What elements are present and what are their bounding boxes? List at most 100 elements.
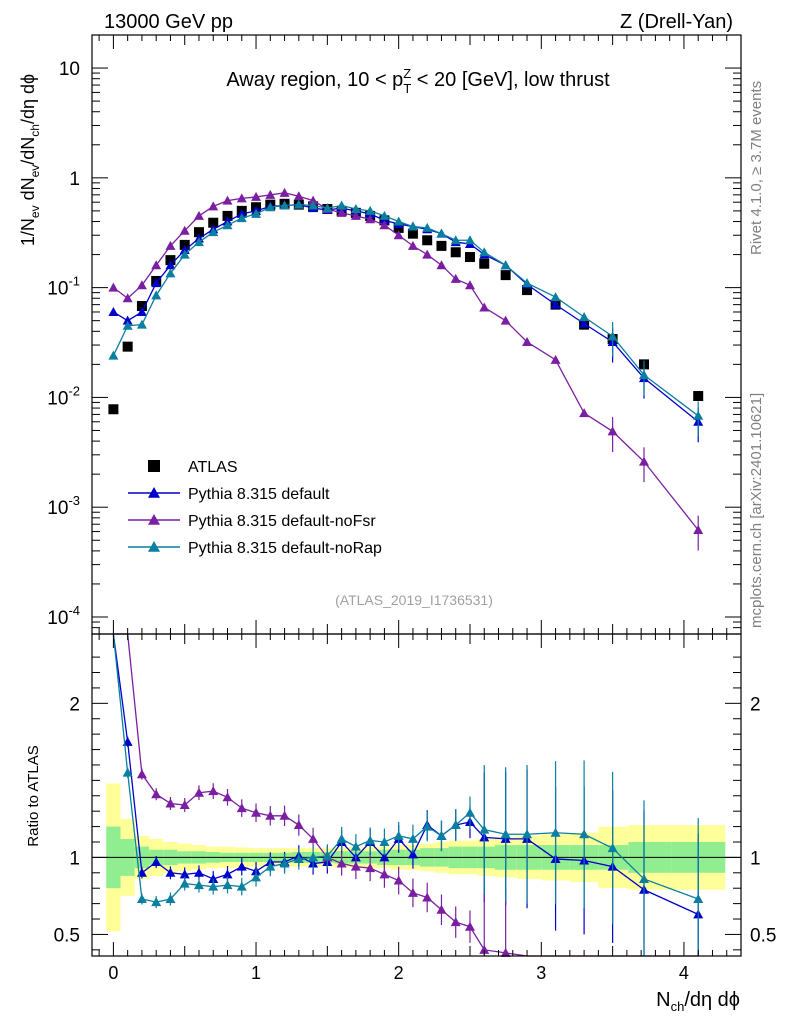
series-line (113, 192, 699, 531)
ratio-y-tick-label: 2 (69, 694, 80, 715)
y-tick-label: 1 (69, 169, 80, 190)
series-marker (136, 280, 147, 290)
series-marker (151, 260, 162, 270)
ratio-marker (193, 867, 204, 877)
ratio-marker (179, 800, 190, 810)
x-tick-label: 3 (536, 963, 546, 983)
atlas-data-point (693, 391, 704, 402)
series-marker (350, 204, 361, 214)
ratio-y-axis-label: Ratio to ATLAS (25, 745, 42, 846)
ratio-marker (193, 880, 204, 890)
ratio-marker (479, 824, 490, 834)
ratio-marker (579, 829, 590, 839)
axis-tick-labels: 0 1 2 3 4 10-4 10-3 10-2 10-1 1 10 0.5 0.5 1 1 2 2 (47, 59, 776, 983)
series-marker (407, 240, 418, 250)
series-marker (222, 220, 233, 230)
series-marker (136, 306, 147, 316)
ratio-marker (550, 827, 561, 837)
ratio-marker (336, 833, 347, 843)
series-marker (108, 282, 119, 292)
ratio-marker (151, 857, 162, 867)
series-marker (407, 221, 418, 231)
ratio-y-tick-label: 1 (69, 848, 80, 869)
ratio-marker (151, 789, 162, 799)
ratio-marker (265, 861, 276, 871)
atlas-data-point (122, 341, 133, 352)
series-marker (393, 216, 404, 226)
series-marker (279, 187, 290, 197)
series-line (113, 203, 699, 423)
ratio-marker (464, 807, 475, 817)
series-marker (165, 240, 176, 250)
mcplots-label: mcplots.cern.ch [arXiv:2401.10621] (748, 393, 765, 628)
ratio-marker (193, 787, 204, 797)
series-marker (193, 237, 204, 247)
ratio-marker (208, 873, 219, 883)
series-marker (108, 350, 119, 360)
series-marker (136, 319, 147, 329)
ratio-marker (208, 786, 219, 796)
ratio-marker (450, 917, 461, 927)
series-marker (236, 213, 247, 223)
series-marker (393, 230, 404, 240)
series-marker (365, 214, 376, 224)
ratio-marker (251, 807, 262, 817)
ratio-marker (236, 803, 247, 813)
y-tick-label: 10 (59, 59, 80, 80)
series-marker (308, 200, 319, 210)
series-marker (122, 293, 133, 303)
series-marker (550, 292, 561, 302)
y-tick-label: 10-1 (47, 274, 80, 300)
series-marker (350, 210, 361, 220)
x-tick-label: 0 (108, 963, 118, 983)
ratio-marker (365, 863, 376, 873)
ratio-marker (322, 850, 333, 860)
panel-frames (91, 34, 742, 957)
ratio-marker (450, 820, 461, 830)
atlas-data-point (179, 239, 190, 250)
ratio-marker (393, 830, 404, 840)
ratio-marker (693, 893, 704, 903)
ratio-marker (293, 853, 304, 863)
ratio-marker (607, 843, 618, 853)
ratio-series (112, 633, 704, 957)
ratio-marker (165, 867, 176, 877)
series-marker (422, 222, 433, 232)
ratio-marker (122, 767, 133, 777)
ratio-marker (639, 873, 650, 883)
series-marker (693, 410, 704, 420)
ratio-line (112, 633, 699, 903)
ratio-marker (479, 944, 490, 954)
series-line (112, 203, 699, 417)
ratio-marker (236, 881, 247, 891)
atlas-data-point (108, 404, 119, 415)
ratio-marker (293, 820, 304, 830)
series-marker (522, 278, 533, 288)
ratio-marker (436, 830, 447, 840)
ratio-marker (407, 849, 418, 859)
atlas-data-point (136, 301, 147, 312)
main-y-axis-label: 1/Nev dNev/dNch/dη dϕ (18, 74, 42, 246)
ratio-marker (265, 810, 276, 820)
ratio-marker (136, 769, 147, 779)
series-marker (208, 201, 219, 211)
series-marker (450, 235, 461, 245)
ratio-marker (407, 887, 418, 897)
series-marker (222, 195, 233, 205)
series-marker (639, 370, 650, 380)
atlas-data-point (479, 258, 490, 269)
series-marker (279, 200, 290, 210)
series-marker (500, 315, 511, 325)
x-tick-label: 2 (394, 963, 404, 983)
series-marker (500, 260, 511, 270)
y-tick-label: 10-4 (47, 603, 80, 629)
series-marker (579, 408, 590, 418)
ratio-marker (151, 897, 162, 907)
legend-marker (148, 514, 160, 525)
ratio-marker (308, 852, 319, 862)
ratio-marker (365, 835, 376, 845)
ratio-marker (179, 878, 190, 888)
series-marker (579, 312, 590, 322)
y-tick-label: 10-2 (47, 383, 80, 409)
ratio-marker (350, 841, 361, 851)
